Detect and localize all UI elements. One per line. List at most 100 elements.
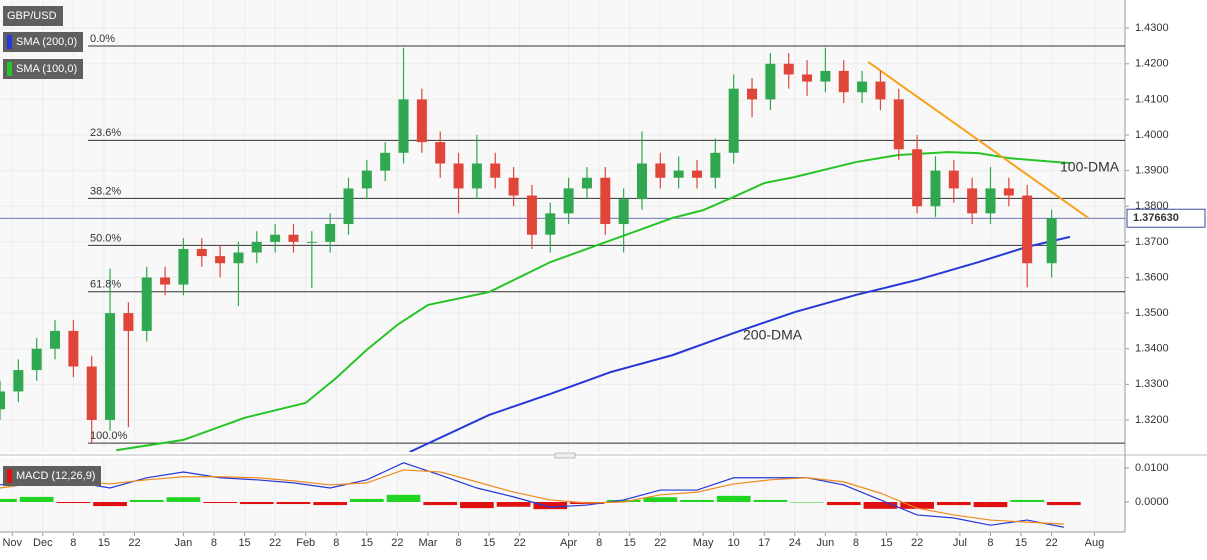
annotation-200dma: 200-DMA [743, 327, 803, 343]
x-tick-label: 22 [514, 537, 526, 549]
candle-body [123, 313, 134, 331]
x-tick-label: 8 [987, 537, 993, 549]
y-tick-label: 1.3600 [1135, 271, 1169, 283]
histogram-bar [19, 496, 54, 502]
x-tick-label: Jun [817, 537, 835, 549]
candle-body [967, 188, 978, 214]
legend-item[interactable]: SMA (200,0) [3, 32, 84, 52]
candle-body [160, 277, 171, 285]
candle-body [636, 163, 647, 200]
candle-body [618, 199, 629, 225]
histogram-bar [166, 497, 201, 502]
candle-body [673, 170, 684, 178]
candle-body [875, 81, 886, 100]
candle-body [600, 177, 611, 225]
candle-body [453, 163, 464, 189]
legend-item[interactable]: SMA (100,0) [3, 59, 84, 79]
candle-body [380, 152, 391, 171]
candle-body [710, 152, 721, 178]
histogram-bar [680, 499, 714, 502]
fib-label: 100.0% [90, 430, 128, 442]
fib-label: 0.0% [90, 33, 115, 45]
sma-line [409, 235, 1071, 452]
histogram-bar [56, 501, 91, 504]
y-tick-label: 1.3700 [1135, 236, 1169, 248]
candle-body [783, 63, 794, 75]
pane-handle[interactable] [554, 452, 576, 459]
candle-body [141, 277, 152, 331]
histogram-bar [936, 501, 971, 506]
macd-plot [0, 462, 1081, 528]
legend-label: SMA (200,0) [16, 36, 78, 48]
candle-body [692, 170, 703, 178]
candle-body [948, 170, 959, 189]
candle-body [1046, 218, 1057, 264]
legend-swatch [7, 35, 12, 49]
candle-body [270, 234, 281, 242]
macd-title: MACD (12,26,9) [16, 470, 96, 482]
y-tick-label: 1.3200 [1135, 414, 1169, 426]
signal-line [0, 469, 1064, 525]
x-tick-label: 8 [853, 537, 859, 549]
symbol: GBP/USD [7, 10, 57, 22]
candle-body [1003, 188, 1014, 196]
histogram-bar [386, 494, 421, 502]
candle-body [215, 256, 226, 264]
candle-body [68, 330, 79, 367]
candle-body [728, 88, 739, 153]
annotation-100dma: 100-DMA [1060, 159, 1120, 175]
candle-body [288, 234, 299, 242]
macd-line [0, 462, 1064, 528]
histogram-bar [350, 498, 384, 502]
x-tick-label: 15 [98, 537, 110, 549]
histogram-bar [276, 501, 311, 505]
candle-body [471, 163, 482, 189]
histogram-bar [1010, 499, 1045, 502]
candle-body [398, 99, 409, 153]
histogram-bar [826, 501, 861, 506]
x-tick-label: 8 [211, 537, 217, 549]
last-price-box [1126, 208, 1206, 228]
histogram-bar [93, 501, 127, 507]
y-tick-label: 1.3300 [1135, 378, 1169, 390]
histogram-bar [129, 499, 164, 502]
candle-body [912, 149, 923, 207]
x-tick-label: 22 [391, 537, 403, 549]
candle-body [416, 99, 427, 143]
x-tick-label: Mar [419, 537, 438, 549]
x-tick-label: Apr [560, 537, 577, 549]
candle-body [86, 366, 97, 420]
candle-body [13, 370, 24, 392]
candle-body [802, 74, 813, 82]
candle-body [1022, 195, 1033, 264]
candle-body [31, 348, 42, 371]
histogram-bar [900, 501, 934, 509]
candle-body [178, 248, 189, 285]
legend-label: SMA (100,0) [16, 63, 78, 75]
y-tick-label: 0.0000 [1135, 496, 1169, 508]
candle-body [526, 195, 537, 235]
x-tick-label: 8 [596, 537, 602, 549]
x-tick-label: 8 [70, 537, 76, 549]
x-tick-label: 24 [789, 537, 801, 549]
candle-body [857, 81, 868, 93]
symbol-tag[interactable]: GBP/USD [3, 6, 63, 26]
candle-body [325, 224, 336, 242]
histogram-bar [716, 495, 751, 502]
y-tick-label: 1.4000 [1135, 129, 1169, 141]
candle-body [50, 330, 61, 349]
x-tick-label: 22 [1046, 537, 1058, 549]
histogram-bar [0, 498, 17, 502]
candle-body [435, 142, 446, 164]
candle-body [105, 313, 116, 420]
candle-body [545, 213, 556, 235]
fib-label: 61.8% [90, 279, 121, 291]
candle-body [655, 163, 666, 178]
macd-tag[interactable]: MACD (12,26,9) [3, 466, 102, 486]
x-tick-label: 15 [361, 537, 373, 549]
y-tick-label: 1.4100 [1135, 93, 1169, 105]
x-tick-label: 15 [1015, 537, 1027, 549]
trendline [867, 61, 1089, 219]
candle-body [490, 163, 501, 178]
